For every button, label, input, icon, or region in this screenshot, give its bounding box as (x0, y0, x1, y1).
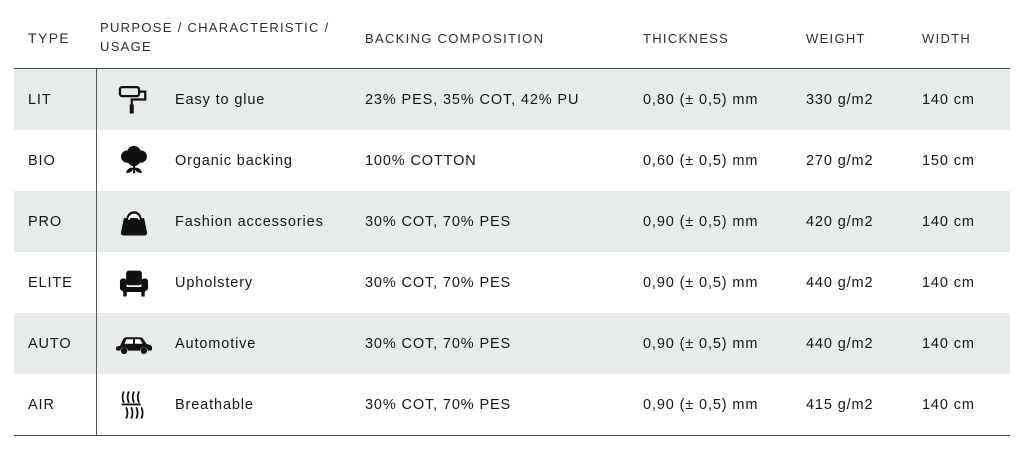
row-backing: 30% COT, 70% PES (365, 213, 512, 230)
row-backing: 30% COT, 70% PES (365, 396, 512, 413)
row-thickness: 0,90 (± 0,5) mm (643, 396, 759, 413)
table-row: BIO Organic backing 100% COTTON 0,60 (14, 130, 1010, 191)
header-purpose: PURPOSE / CHARACTERISTIC / USAGE (100, 20, 330, 54)
row-type: LIT (28, 91, 52, 108)
row-thickness: 0,80 (± 0,5) mm (643, 91, 759, 108)
row-purpose: Automotive (175, 335, 257, 352)
row-weight: 415 g/m2 (806, 396, 874, 413)
table-row: ELITE Upholstery 30% COT, 70% PES 0,90 (… (14, 252, 1010, 313)
row-width: 140 cm (922, 213, 975, 230)
row-purpose: Fashion accessories (175, 213, 324, 230)
row-width: 140 cm (922, 91, 975, 108)
row-purpose: Breathable (175, 396, 254, 413)
row-weight: 330 g/m2 (806, 91, 874, 108)
row-width: 140 cm (922, 396, 975, 413)
table-row: AUTO Automotive 30% COT, 70% PES 0,90 (±… (14, 313, 1010, 374)
row-thickness: 0,60 (± 0,5) mm (643, 152, 759, 169)
row-weight: 420 g/m2 (806, 213, 874, 230)
row-type: ELITE (28, 274, 73, 291)
row-backing: 30% COT, 70% PES (365, 274, 512, 291)
car-icon (114, 331, 154, 357)
table-row: LIT Easy to glue 23% PES, 35% COT, 42% P… (14, 69, 1010, 130)
row-type: AIR (28, 396, 55, 413)
table-body: LIT Easy to glue 23% PES, 35% COT, 42% P… (14, 69, 1010, 436)
product-spec-table: TYPE PURPOSE / CHARACTERISTIC / USAGE BA… (14, 6, 1010, 436)
row-type: BIO (28, 152, 56, 169)
row-purpose: Easy to glue (175, 91, 266, 108)
row-purpose: Organic backing (175, 152, 293, 169)
paint-roller-icon (116, 82, 152, 118)
armchair-icon (116, 265, 152, 301)
row-type: PRO (28, 213, 63, 230)
row-backing: 30% COT, 70% PES (365, 335, 512, 352)
table-row: PRO Fashion accessories 30% COT, 70% PES… (14, 191, 1010, 252)
row-weight: 440 g/m2 (806, 274, 874, 291)
header-thickness: THICKNESS (643, 30, 730, 46)
row-width: 140 cm (922, 274, 975, 291)
row-purpose: Upholstery (175, 274, 254, 291)
row-weight: 440 g/m2 (806, 335, 874, 352)
cotton-icon (116, 143, 152, 179)
row-backing: 23% PES, 35% COT, 42% PU (365, 91, 580, 108)
header-width: WIDTH (922, 30, 972, 46)
handbag-icon (116, 204, 152, 240)
row-backing: 100% COTTON (365, 152, 477, 169)
header-type: TYPE (28, 30, 71, 46)
row-thickness: 0,90 (± 0,5) mm (643, 274, 759, 291)
row-thickness: 0,90 (± 0,5) mm (643, 213, 759, 230)
row-type: AUTO (28, 335, 72, 352)
header-weight: WEIGHT (806, 30, 866, 46)
row-width: 140 cm (922, 335, 975, 352)
table-row: AIR Breathable 30 (14, 374, 1010, 435)
row-weight: 270 g/m2 (806, 152, 874, 169)
row-width: 150 cm (922, 152, 975, 169)
table-header-row: TYPE PURPOSE / CHARACTERISTIC / USAGE BA… (14, 6, 1010, 69)
row-thickness: 0,90 (± 0,5) mm (643, 335, 759, 352)
header-backing: BACKING COMPOSITION (365, 30, 545, 46)
breathable-icon (116, 387, 152, 423)
